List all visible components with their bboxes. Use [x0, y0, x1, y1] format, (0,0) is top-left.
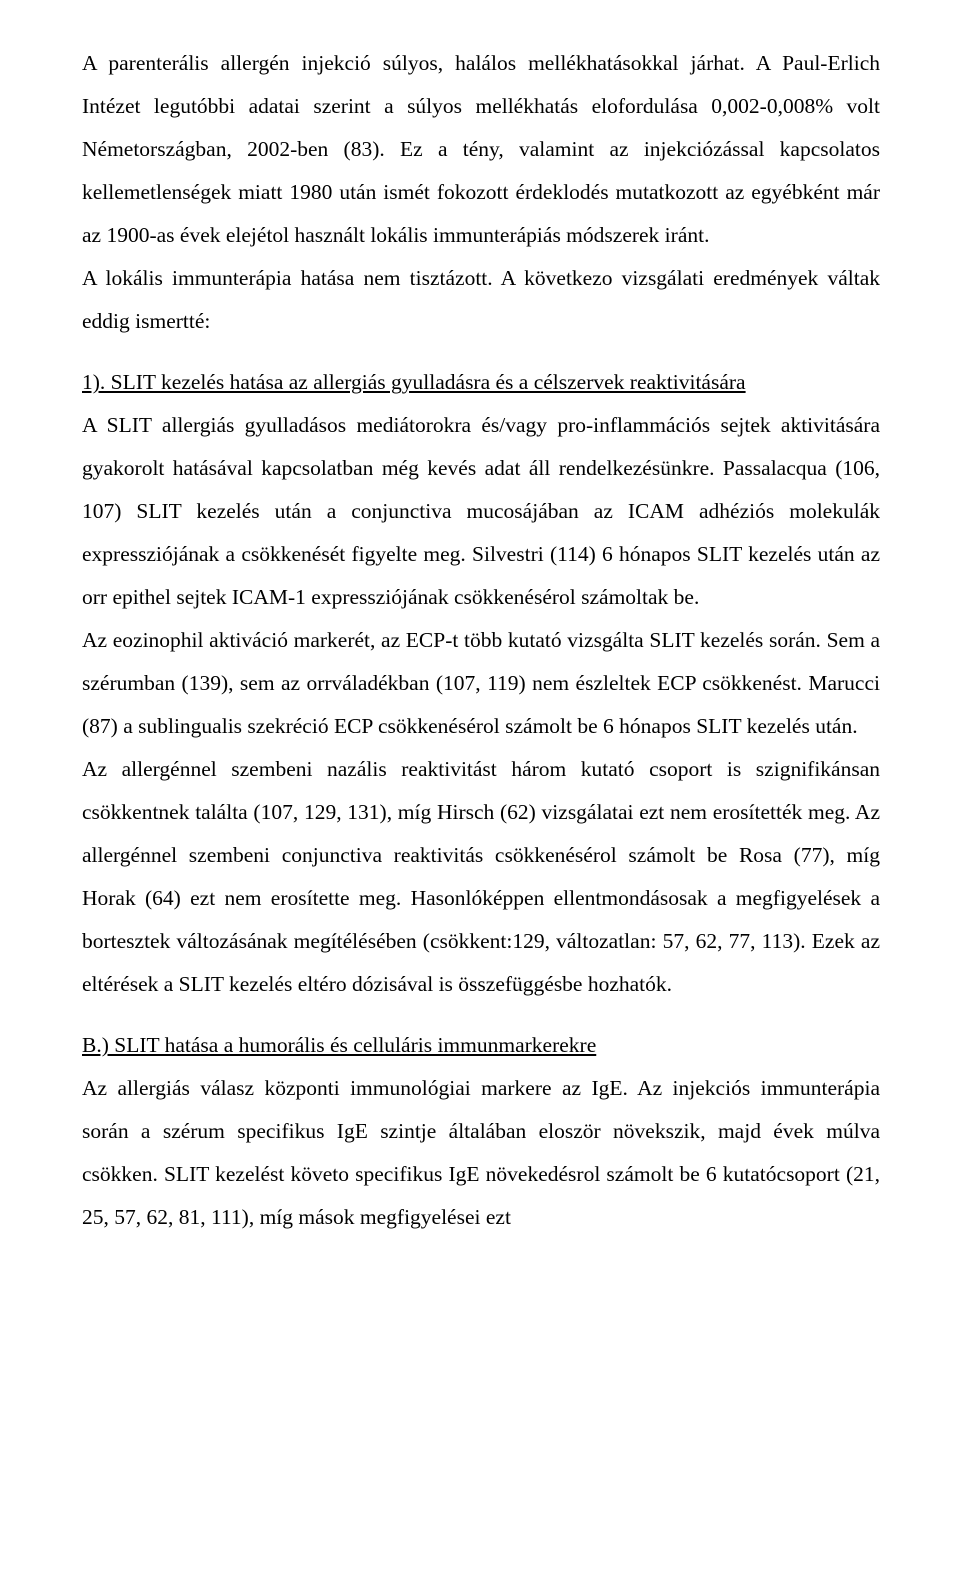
paragraph-6: Az allergiás válasz központi immunológia…	[82, 1067, 880, 1239]
paragraph-5: Az allergénnel szembeni nazális reaktivi…	[82, 748, 880, 1006]
section-b-title: B.) SLIT hatása a humorális és cellulári…	[82, 1024, 880, 1067]
document-page: A parenterális allergén injekció súlyos,…	[0, 0, 960, 1595]
section-b-title-text: B.) SLIT hatása a humorális és cellulári…	[82, 1033, 596, 1057]
spacer	[82, 343, 880, 361]
paragraph-intro: A parenterális allergén injekció súlyos,…	[82, 42, 880, 257]
paragraph-4: Az eozinophil aktiváció markerét, az ECP…	[82, 619, 880, 748]
paragraph-lead: A lokális immunterápia hatása nem tisztá…	[82, 257, 880, 343]
section-1-title-text: 1). SLIT kezelés hatása az allergiás gyu…	[82, 370, 746, 394]
paragraph-3: A SLIT allergiás gyulladásos mediátorokr…	[82, 404, 880, 619]
section-1-title: 1). SLIT kezelés hatása az allergiás gyu…	[82, 361, 880, 404]
spacer	[82, 1006, 880, 1024]
